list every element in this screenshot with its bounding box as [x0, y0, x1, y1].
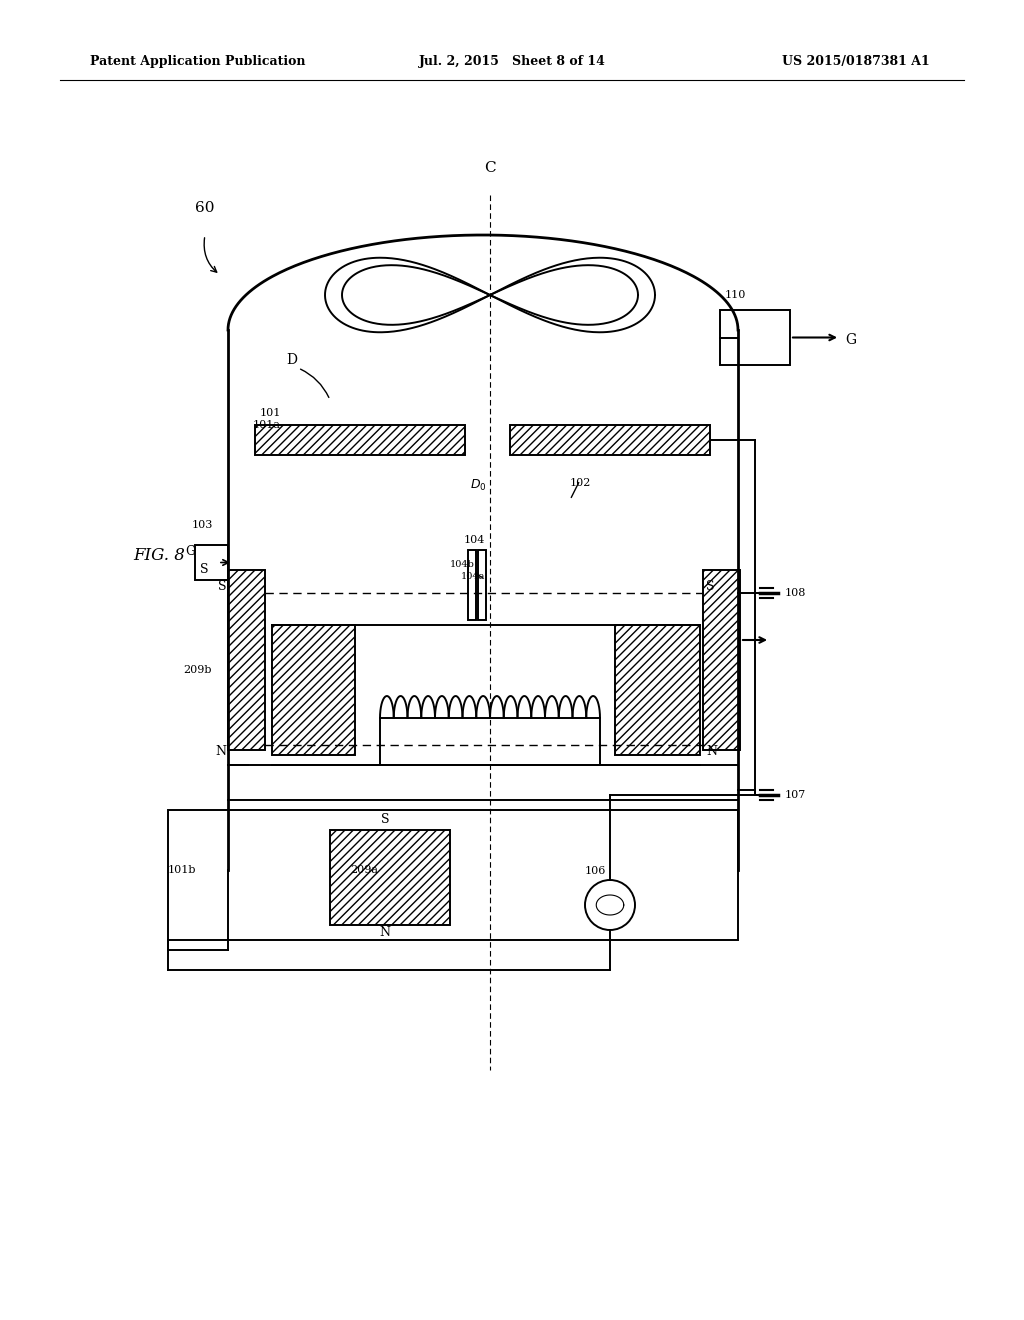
- Text: 209a: 209a: [350, 865, 378, 875]
- Text: N: N: [706, 744, 717, 758]
- Text: Jul. 2, 2015   Sheet 8 of 14: Jul. 2, 2015 Sheet 8 of 14: [419, 55, 605, 69]
- Bar: [478, 550, 486, 620]
- Text: 102: 102: [570, 478, 592, 488]
- Text: 101b: 101b: [168, 865, 197, 875]
- Text: US 2015/0187381 A1: US 2015/0187381 A1: [782, 55, 930, 69]
- Bar: [468, 550, 476, 620]
- Text: 101: 101: [260, 408, 282, 418]
- Bar: [330, 830, 450, 925]
- Text: 106: 106: [585, 866, 606, 876]
- Text: 103: 103: [193, 520, 213, 531]
- Bar: [615, 624, 700, 755]
- Bar: [168, 810, 738, 940]
- Text: N: N: [215, 744, 226, 758]
- Bar: [228, 570, 265, 750]
- Text: 104b: 104b: [451, 560, 475, 569]
- Text: G: G: [185, 545, 195, 558]
- Bar: [510, 425, 710, 455]
- Text: FIG. 8: FIG. 8: [133, 546, 185, 564]
- Text: S: S: [218, 579, 226, 593]
- Bar: [272, 624, 355, 755]
- Text: 110: 110: [725, 290, 746, 300]
- Text: 209b: 209b: [183, 665, 212, 675]
- Text: Patent Application Publication: Patent Application Publication: [90, 55, 305, 69]
- Text: 107: 107: [785, 789, 806, 800]
- Text: D: D: [286, 352, 297, 367]
- Text: S: S: [381, 813, 389, 826]
- Bar: [720, 310, 790, 366]
- Text: 104a: 104a: [461, 572, 485, 581]
- Text: $D_0$: $D_0$: [470, 478, 486, 494]
- Text: S: S: [706, 579, 715, 593]
- Text: 101a: 101a: [253, 420, 281, 430]
- Bar: [195, 545, 228, 579]
- Text: G: G: [845, 333, 856, 347]
- Text: C: C: [484, 161, 496, 176]
- Text: 60: 60: [195, 201, 214, 215]
- Text: S: S: [200, 564, 209, 576]
- Text: N: N: [380, 927, 390, 939]
- Text: 108: 108: [785, 587, 806, 598]
- Bar: [255, 425, 465, 455]
- Bar: [703, 570, 740, 750]
- Text: 104: 104: [464, 535, 485, 545]
